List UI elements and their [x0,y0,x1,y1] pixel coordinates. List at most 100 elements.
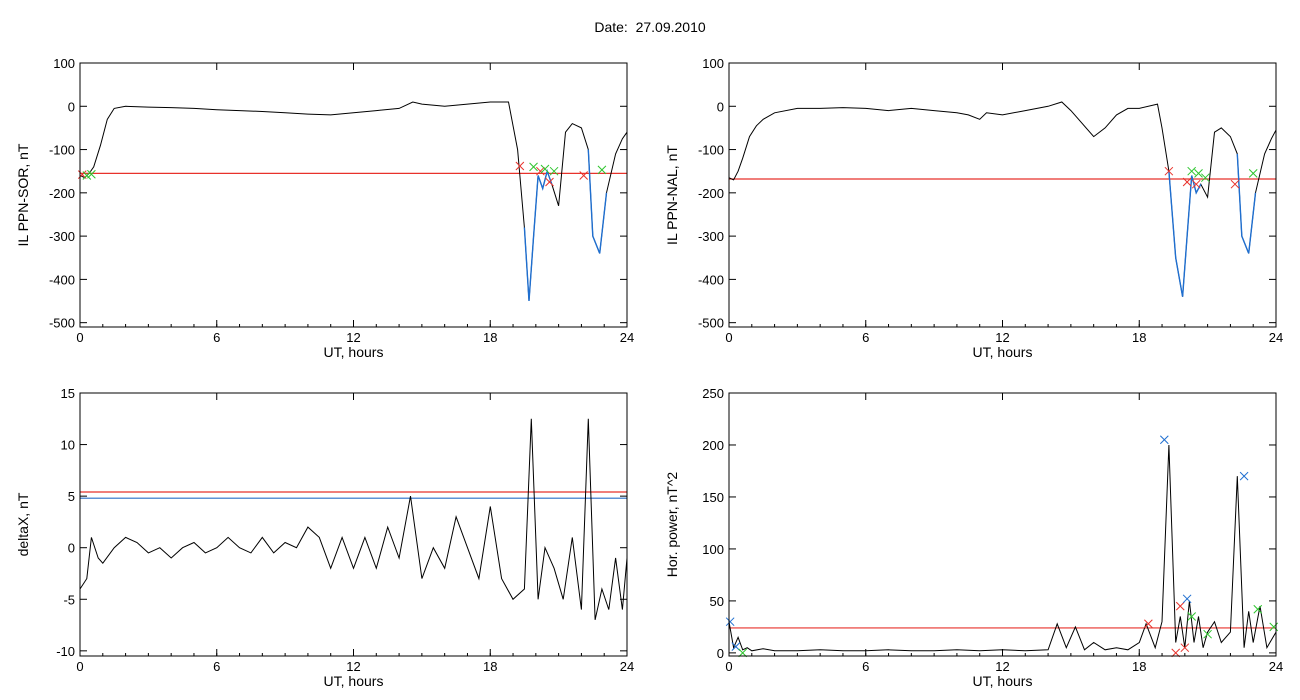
y-tick-label: -10 [56,644,75,659]
y-tick-label: -300 [49,229,75,244]
marker-red [536,166,545,176]
marker-red [1182,177,1192,187]
x-tick-label: 0 [76,330,83,345]
y-tick-label: 5 [68,489,75,504]
marker-red [515,161,525,171]
x-tick-label: 6 [213,659,220,674]
y-axis-label: deltaX, nT [15,492,31,556]
marker-blue [1159,435,1169,445]
marker-red [1144,619,1153,629]
x-tick-label: 18 [1132,330,1146,345]
marker-red [1230,179,1240,189]
y-tick-label: 0 [68,541,75,556]
marker-green [1187,612,1197,621]
marker-green [1203,629,1212,639]
marker-blue [725,617,735,627]
chart-panel-2: 0 6 12 18 24 100 0 -100 -200 -300 -400 -500 UT, hour… [664,56,1283,360]
marker-green [1248,169,1258,178]
y-tick-label: -100 [49,143,75,158]
chart-panel-1: 0 6 12 18 24 100 0 -100 -200 -300 -400 -500 UT, hour… [15,56,634,360]
marker-red [579,171,589,180]
x-tick-label: 0 [725,330,732,345]
y-tick-label: 250 [702,386,724,401]
x-axis-label: UT, hours [324,344,384,360]
x-tick-label: 24 [620,659,634,674]
series-line [80,418,627,621]
marker-green [529,162,538,172]
plot-frame [79,392,628,657]
y-tick-label: 100 [702,56,724,71]
x-tick-label: 24 [1269,659,1283,674]
x-tick-label: 18 [1132,659,1146,674]
plot-frame [728,62,1277,328]
x-axis-label: UT, hours [973,673,1033,689]
y-tick-label: -400 [49,272,75,287]
y-tick-label: 0 [717,646,724,661]
y-tick-label: -5 [63,592,75,607]
marker-red [1180,643,1190,653]
y-tick-label: 200 [702,438,724,453]
plot-frame [728,392,1277,657]
y-tick-label: 10 [61,438,75,453]
x-tick-label: 24 [620,330,634,345]
x-tick-label: 6 [213,330,220,345]
x-tick-label: 6 [862,659,869,674]
page-title: Date: 27.09.2010 [0,19,1300,35]
y-tick-label: 100 [53,56,75,71]
x-tick-label: 12 [346,330,360,345]
x-tick-label: 18 [483,330,497,345]
y-axis-label: IL PPN-SOR, nT [15,143,31,246]
y-tick-label: -400 [698,272,724,287]
y-tick-label: -100 [698,143,724,158]
chart-panel-3: 0 6 12 18 24 15 10 5 0 -5 -10 UT, hours deltaX, nT [15,386,634,689]
y-axis-label: Hor. power, nT^2 [664,472,680,578]
marker-green [549,166,559,176]
y-tick-label: -200 [49,186,75,201]
y-tick-label: 0 [717,99,724,114]
y-tick-label: 50 [710,594,724,609]
x-tick-label: 0 [725,659,732,674]
marker-blue [1182,594,1192,604]
date-label: Date: [594,19,628,35]
marker-green [1187,166,1197,176]
marker-green [1253,604,1263,614]
plot-frame [79,62,628,328]
marker-red [1164,166,1174,176]
marker-red [545,177,554,187]
y-tick-label: 100 [702,542,724,557]
series-line [729,101,1276,297]
y-axis-label: IL PPN-NAL, nT [664,145,680,245]
series-line [729,444,1276,652]
x-tick-label: 24 [1269,330,1283,345]
x-tick-label: 12 [995,659,1009,674]
y-tick-label: -500 [698,316,724,331]
x-tick-label: 12 [346,659,360,674]
highlight-segment [587,149,608,254]
marker-green [540,164,550,174]
y-tick-label: -200 [698,186,724,201]
marker-green [1269,622,1279,632]
chart-panel-4: 0 6 12 18 24 250 200 150 100 50 0 UT, hours Hor. pow… [664,386,1283,689]
marker-red [1191,179,1201,189]
x-axis-label: UT, hours [324,673,384,689]
date-value: 27.09.2010 [635,19,706,35]
x-tick-label: 12 [995,330,1009,345]
highlight-segment [1168,171,1202,297]
y-tick-label: 150 [702,490,724,505]
marker-green [597,165,607,175]
x-tick-label: 0 [76,659,83,674]
marker-green [87,169,96,179]
x-tick-label: 18 [483,659,497,674]
y-tick-label: -300 [698,229,724,244]
highlight-segment [523,168,553,302]
marker-green [1194,169,1203,178]
y-tick-label: 0 [68,99,75,114]
marker-green [1200,173,1210,183]
highlight-segment [1236,153,1257,254]
marker-blue [1239,471,1249,481]
y-tick-label: -500 [49,316,75,331]
x-axis-label: UT, hours [973,344,1033,360]
x-tick-label: 6 [862,330,869,345]
y-tick-label: 15 [61,386,75,401]
